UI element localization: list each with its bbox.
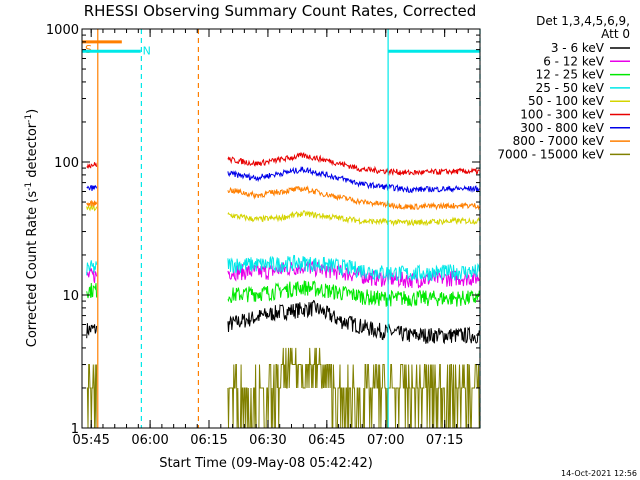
series-50-100-kev <box>86 203 480 227</box>
series-line-3-0 <box>86 260 98 276</box>
legend-label-4: 50 - 100 keV <box>528 94 605 108</box>
series-line-0-1 <box>227 299 480 345</box>
legend-header-line2: Att 0 <box>601 27 630 41</box>
x-tick-label-6: 07:15 <box>426 433 463 448</box>
flag-label-n: N <box>143 44 151 57</box>
x-tick-label-5: 07:00 <box>367 433 404 448</box>
series-25-50-kev <box>86 254 480 282</box>
series-line-2-0 <box>86 282 98 299</box>
plot-frame <box>81 28 481 429</box>
x-tick-label-4: 06:45 <box>308 433 345 448</box>
x-tick-label-1: 06:00 <box>131 433 168 448</box>
timestamp: 14-Oct-2021 12:56 <box>561 469 637 478</box>
series-line-5-1 <box>227 151 480 177</box>
series-7000-15000-kev <box>86 347 480 429</box>
x-tick-label-3: 06:30 <box>249 433 286 448</box>
series-line-1-1 <box>227 260 480 289</box>
series-line-8-1 <box>227 347 480 429</box>
y-tick-label-1: 10 <box>62 289 79 304</box>
legend-label-8: 7000 - 15000 keV <box>497 147 604 161</box>
series-line-1-0 <box>86 268 98 283</box>
series-line-6-1 <box>227 165 480 194</box>
x-tick-label-0: 05:45 <box>72 433 109 448</box>
y-tick-label-0: 1 <box>71 422 79 437</box>
series-line-4-0 <box>86 203 98 212</box>
legend-label-6: 300 - 800 keV <box>520 121 604 135</box>
legend-label-3: 25 - 50 keV <box>536 81 605 95</box>
series-line-6-0 <box>86 184 98 191</box>
series-line-2-1 <box>227 280 480 307</box>
y-axis-label: Corrected Count Rate (s-1 detector-1) <box>24 109 40 347</box>
series-3-6-kev <box>86 299 480 345</box>
series-300-800-kev <box>86 165 480 194</box>
series-line-0-0 <box>86 323 98 339</box>
series-line-8-0 <box>86 364 98 429</box>
flag-label-s: S <box>85 43 92 56</box>
series-100-300-kev <box>86 151 480 177</box>
legend-label-5: 100 - 300 keV <box>520 108 604 122</box>
axes: 05:45 06:00 06:15 06:30 06:45 07:00 07:15 1 10 10… <box>46 23 481 448</box>
series-line-4-1 <box>227 210 480 227</box>
legend-label-1: 6 - 12 keV <box>543 54 605 68</box>
series-800-7000-kev <box>86 185 480 211</box>
series-line-5-0 <box>86 162 98 170</box>
series-line-7-0 <box>86 199 98 208</box>
series-line-3-1 <box>227 254 480 282</box>
legend-header-line1: Det 1,3,4,5,6,9, <box>536 14 630 28</box>
legend-label-2: 12 - 25 keV <box>536 68 605 82</box>
series-6-12-kev <box>86 260 480 289</box>
chart-title: RHESSI Observing Summary Count Rates, Co… <box>84 2 477 20</box>
series-12-25-kev <box>86 280 480 307</box>
y-tick-label-3: 1000 <box>46 23 79 38</box>
x-axis-label: Start Time (09-May-08 05:42:42) <box>159 456 373 471</box>
legend-label-0: 3 - 6 keV <box>551 41 605 55</box>
y-tick-label-2: 100 <box>54 156 79 171</box>
x-tick-label-2: 06:15 <box>190 433 227 448</box>
series-line-7-1 <box>227 185 480 211</box>
legend-label-7: 800 - 7000 keV <box>513 134 605 148</box>
